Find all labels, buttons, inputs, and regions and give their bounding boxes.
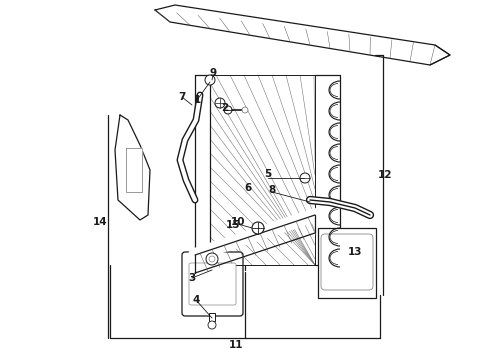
Text: 9: 9 [209,68,217,78]
Polygon shape [115,115,150,220]
Circle shape [224,106,232,114]
Text: 14: 14 [93,217,107,227]
Text: 2: 2 [221,103,229,113]
Text: 8: 8 [269,185,275,195]
Text: 5: 5 [265,169,271,179]
Polygon shape [155,5,450,65]
Text: 6: 6 [245,183,252,193]
Text: 10: 10 [231,217,245,227]
Bar [318,228,376,298]
Polygon shape [195,75,210,265]
Circle shape [205,75,215,85]
Bar [210,75,315,265]
Text: 13: 13 [348,247,362,257]
Text: 1: 1 [194,95,200,105]
FancyBboxPatch shape [189,263,236,305]
Text: 12: 12 [378,170,392,180]
Polygon shape [126,148,142,192]
Bar [209,313,215,321]
Text: 15: 15 [226,220,240,230]
Circle shape [252,222,264,234]
Circle shape [209,256,215,262]
Text: 7: 7 [178,92,186,102]
Circle shape [208,321,216,329]
Circle shape [206,253,218,265]
Circle shape [215,98,225,108]
FancyBboxPatch shape [182,252,243,316]
Circle shape [242,107,248,113]
Text: 11: 11 [229,340,243,350]
Text: 4: 4 [192,295,200,305]
Circle shape [300,173,310,183]
FancyBboxPatch shape [321,234,373,290]
Text: 3: 3 [188,273,196,283]
